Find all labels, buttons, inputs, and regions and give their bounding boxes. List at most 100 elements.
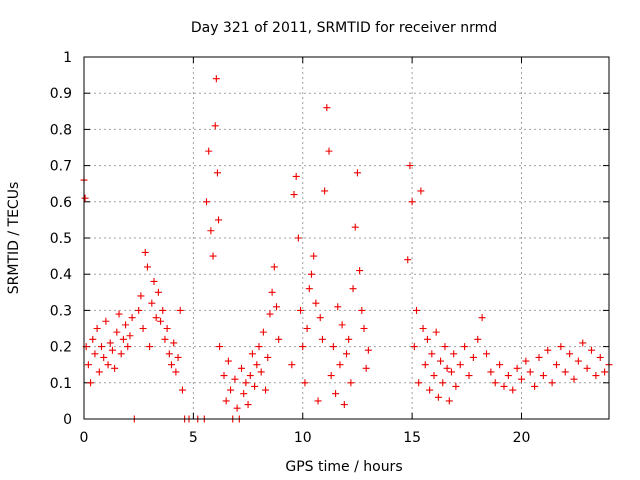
data-point bbox=[504, 372, 512, 380]
data-point bbox=[273, 303, 280, 311]
data-point bbox=[111, 364, 119, 372]
data-point bbox=[491, 379, 499, 387]
data-point bbox=[430, 372, 438, 380]
data-point bbox=[410, 343, 418, 351]
data-point bbox=[157, 317, 165, 325]
data-point bbox=[262, 386, 270, 394]
data-point bbox=[441, 343, 449, 351]
data-point bbox=[161, 335, 169, 343]
data-point bbox=[117, 350, 125, 358]
data-point bbox=[98, 343, 105, 351]
data-point bbox=[246, 372, 254, 380]
data-point bbox=[270, 263, 278, 271]
data-point bbox=[544, 346, 552, 354]
data-point bbox=[332, 390, 340, 398]
data-point bbox=[87, 379, 95, 387]
chart-title: Day 321 of 2011, SRMTID for receiver nrm… bbox=[191, 20, 497, 36]
data-point bbox=[445, 397, 453, 405]
data-point bbox=[163, 325, 171, 332]
data-point bbox=[178, 386, 186, 394]
data-point bbox=[310, 252, 318, 260]
data-point bbox=[248, 350, 256, 358]
data-point bbox=[81, 194, 89, 202]
data-point bbox=[408, 198, 416, 206]
data-point bbox=[439, 379, 447, 387]
data-point bbox=[174, 353, 182, 361]
data-point bbox=[553, 361, 560, 369]
data-point bbox=[601, 368, 609, 376]
data-point bbox=[213, 169, 221, 177]
grid bbox=[84, 57, 609, 419]
data-point bbox=[406, 162, 414, 170]
data-point bbox=[496, 361, 504, 369]
data-point bbox=[93, 325, 101, 332]
data-point bbox=[108, 346, 116, 354]
data-point bbox=[297, 306, 305, 314]
data-point bbox=[290, 191, 298, 199]
data-point bbox=[509, 386, 517, 394]
x-tick-label: 20 bbox=[513, 430, 531, 446]
data-point bbox=[526, 368, 534, 376]
data-point bbox=[469, 353, 477, 361]
data-point bbox=[450, 350, 458, 358]
data-point bbox=[242, 379, 250, 387]
data-point bbox=[487, 368, 495, 376]
data-point bbox=[548, 379, 556, 387]
x-tick-label: 15 bbox=[403, 430, 421, 446]
data-point bbox=[336, 361, 344, 369]
data-point bbox=[205, 147, 213, 155]
data-point bbox=[362, 364, 370, 372]
data-point bbox=[325, 147, 333, 155]
data-point bbox=[579, 339, 587, 347]
y-tick-label: 0.9 bbox=[50, 86, 72, 102]
y-axis-label: SRMTID / TECUs bbox=[6, 182, 22, 295]
data-point bbox=[216, 343, 224, 351]
data-point bbox=[168, 361, 175, 369]
y-tick-label: 0.2 bbox=[50, 340, 72, 356]
data-point bbox=[288, 361, 296, 369]
data-point bbox=[264, 353, 272, 361]
data-point bbox=[423, 335, 431, 343]
data-point bbox=[465, 372, 473, 380]
y-tick-label: 0.8 bbox=[50, 122, 72, 138]
data-point bbox=[135, 306, 143, 314]
y-tick-label: 0.1 bbox=[50, 376, 72, 392]
data-point bbox=[417, 187, 425, 195]
y-tick-label: 0.7 bbox=[50, 159, 72, 175]
data-point bbox=[255, 343, 263, 351]
data-point bbox=[227, 386, 235, 394]
data-point bbox=[159, 306, 167, 314]
data-point bbox=[570, 375, 578, 383]
data-point bbox=[238, 364, 245, 372]
y-tick-label: 0 bbox=[63, 412, 72, 428]
data-point bbox=[437, 357, 445, 365]
data-point bbox=[292, 172, 300, 180]
data-point bbox=[102, 317, 110, 325]
data-point bbox=[345, 335, 353, 343]
data-point bbox=[113, 328, 121, 336]
data-point bbox=[268, 288, 276, 296]
data-point bbox=[299, 343, 307, 351]
data-point bbox=[426, 386, 434, 394]
data-point bbox=[557, 343, 565, 351]
data-point bbox=[124, 343, 132, 351]
data-point bbox=[461, 343, 469, 351]
data-point bbox=[340, 401, 348, 409]
y-tick-label: 1 bbox=[63, 50, 72, 66]
data-point bbox=[522, 357, 530, 365]
data-point bbox=[415, 379, 423, 387]
data-point bbox=[566, 350, 574, 358]
data-point bbox=[84, 361, 92, 369]
data-point bbox=[364, 346, 372, 354]
data-point bbox=[432, 328, 440, 336]
data-point bbox=[266, 310, 274, 318]
data-point bbox=[349, 285, 357, 293]
data-point bbox=[318, 335, 326, 343]
data-point bbox=[207, 227, 215, 235]
data-point bbox=[434, 393, 442, 401]
data-point bbox=[244, 401, 252, 409]
data-point bbox=[500, 382, 508, 390]
data-point bbox=[583, 364, 591, 372]
data-point bbox=[404, 256, 412, 264]
